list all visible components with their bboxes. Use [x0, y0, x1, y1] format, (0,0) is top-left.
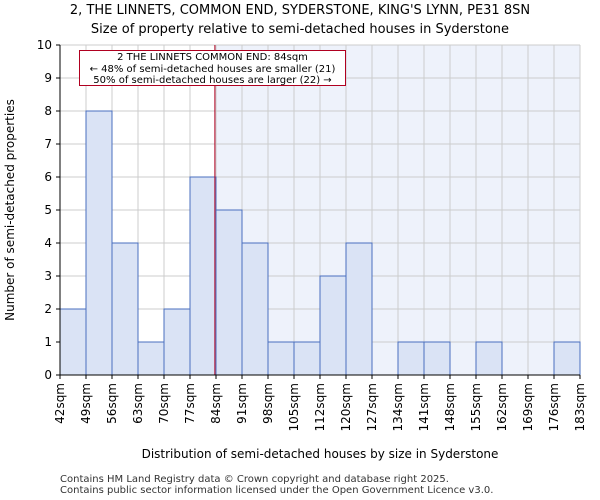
x-tick-label: 98sqm: [261, 383, 275, 424]
bar: [111, 242, 139, 376]
bar: [189, 176, 217, 376]
y-tick-label: 5: [44, 203, 52, 217]
bar: [397, 341, 425, 376]
footer-copyright: Contains HM Land Registry data © Crown c…: [60, 474, 449, 485]
x-tick-label: 84sqm: [209, 383, 223, 424]
bar: [345, 242, 373, 376]
x-tick-label: 56sqm: [105, 383, 119, 424]
x-tick-label: 127sqm: [365, 383, 379, 431]
bar: [241, 242, 269, 376]
x-tick-label: 134sqm: [391, 383, 405, 431]
footer-licence: Contains public sector information licen…: [60, 485, 494, 496]
bar: [163, 308, 191, 376]
x-tick-label: 162sqm: [495, 383, 509, 431]
x-tick-label: 155sqm: [469, 383, 483, 431]
bar: [59, 308, 87, 376]
y-tick-label: 8: [44, 104, 52, 118]
y-tick-label: 4: [44, 236, 52, 250]
bar: [215, 209, 243, 376]
annotation-line-1: 2 THE LINNETS COMMON END: 84sqm: [117, 52, 308, 63]
bar: [475, 341, 503, 376]
x-tick-label: 169sqm: [521, 383, 535, 431]
annotation-line-3: 50% of semi-detached houses are larger (…: [93, 75, 332, 86]
x-tick-label: 176sqm: [547, 383, 561, 431]
x-tick-label: 77sqm: [183, 383, 197, 424]
x-tick-label: 112sqm: [313, 383, 327, 431]
y-tick-label: 2: [44, 302, 52, 316]
x-axis-title: Distribution of semi-detached houses by …: [142, 447, 499, 461]
y-tick-label: 1: [44, 335, 52, 349]
bar: [267, 341, 295, 376]
x-tick-label: 183sqm: [573, 383, 587, 431]
y-tick-label: 0: [44, 368, 52, 382]
x-tick-label: 42sqm: [53, 383, 67, 424]
bar: [423, 341, 451, 376]
y-tick-label: 9: [44, 71, 52, 85]
x-tick-label: 105sqm: [287, 383, 301, 431]
bar: [553, 341, 581, 376]
y-tick-label: 6: [44, 170, 52, 184]
bar: [319, 275, 347, 376]
annotation-line-2: ← 48% of semi-detached houses are smalle…: [89, 63, 336, 75]
bar: [293, 341, 321, 376]
x-tick-label: 148sqm: [443, 383, 457, 431]
x-tick-label: 141sqm: [417, 383, 431, 431]
x-tick-label: 91sqm: [235, 383, 249, 424]
x-tick-label: 70sqm: [157, 383, 171, 424]
bar: [85, 110, 113, 376]
x-tick-label: 120sqm: [339, 383, 353, 431]
y-axis-title: Number of semi-detached properties: [3, 99, 17, 321]
x-tick-label: 63sqm: [131, 383, 145, 424]
bar: [137, 341, 165, 376]
chart-title-address: 2, THE LINNETS, COMMON END, SYDERSTONE, …: [69, 3, 531, 18]
annotation-box: 2 THE LINNETS COMMON END: 84sqm ← 48% of…: [79, 50, 346, 86]
x-tick-label: 49sqm: [79, 383, 93, 424]
y-tick-label: 7: [44, 137, 52, 151]
chart-title-subtitle: Size of property relative to semi-detach…: [90, 22, 510, 37]
y-tick-label: 10: [37, 38, 52, 52]
y-tick-label: 3: [44, 269, 52, 283]
